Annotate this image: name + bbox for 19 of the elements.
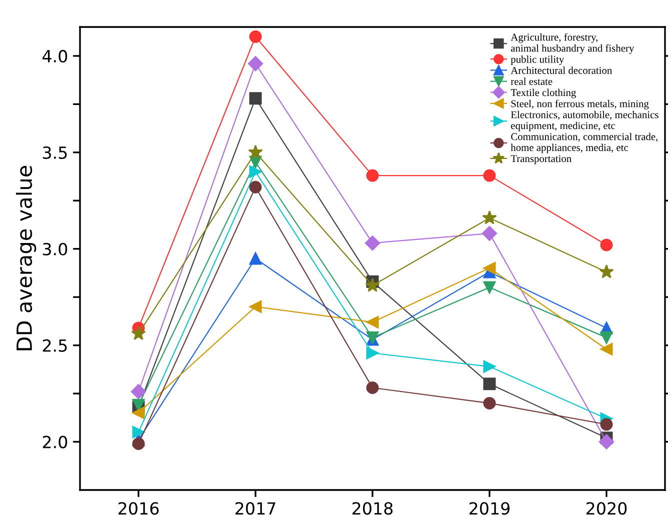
legend-label: Steel, non ferrous metals, mining — [511, 100, 649, 110]
legend-label: Textile clothing — [510, 88, 576, 98]
x-tick-label: 2020 — [586, 502, 627, 515]
y-axis-title: DD average value — [16, 166, 36, 350]
x-tick-label: 2016 — [118, 502, 159, 515]
legend-label: Electronics, automobile, mechanics equipment, medicine, etc — [510, 110, 658, 132]
legend-label: Transportation — [510, 155, 572, 164]
legend-label: Communication, commercial trade, home appliances, media, etc — [510, 132, 658, 154]
y-tick-label: 3.5 — [42, 146, 67, 159]
x-tick-label: 2019 — [470, 502, 510, 515]
legend-label: public utility — [510, 56, 564, 65]
legend-label: Architectural decoration — [510, 66, 612, 74]
x-tick-label: 2017 — [236, 502, 276, 515]
y-tick-label: 2.5 — [42, 339, 67, 352]
y-tick-label: 3.0 — [42, 242, 68, 256]
y-tick-label: 2.0 — [42, 436, 68, 448]
y-tick-label: 4.0 — [42, 50, 68, 63]
x-tick-label: 2018 — [352, 502, 393, 515]
legend-label: real estate — [510, 78, 552, 86]
